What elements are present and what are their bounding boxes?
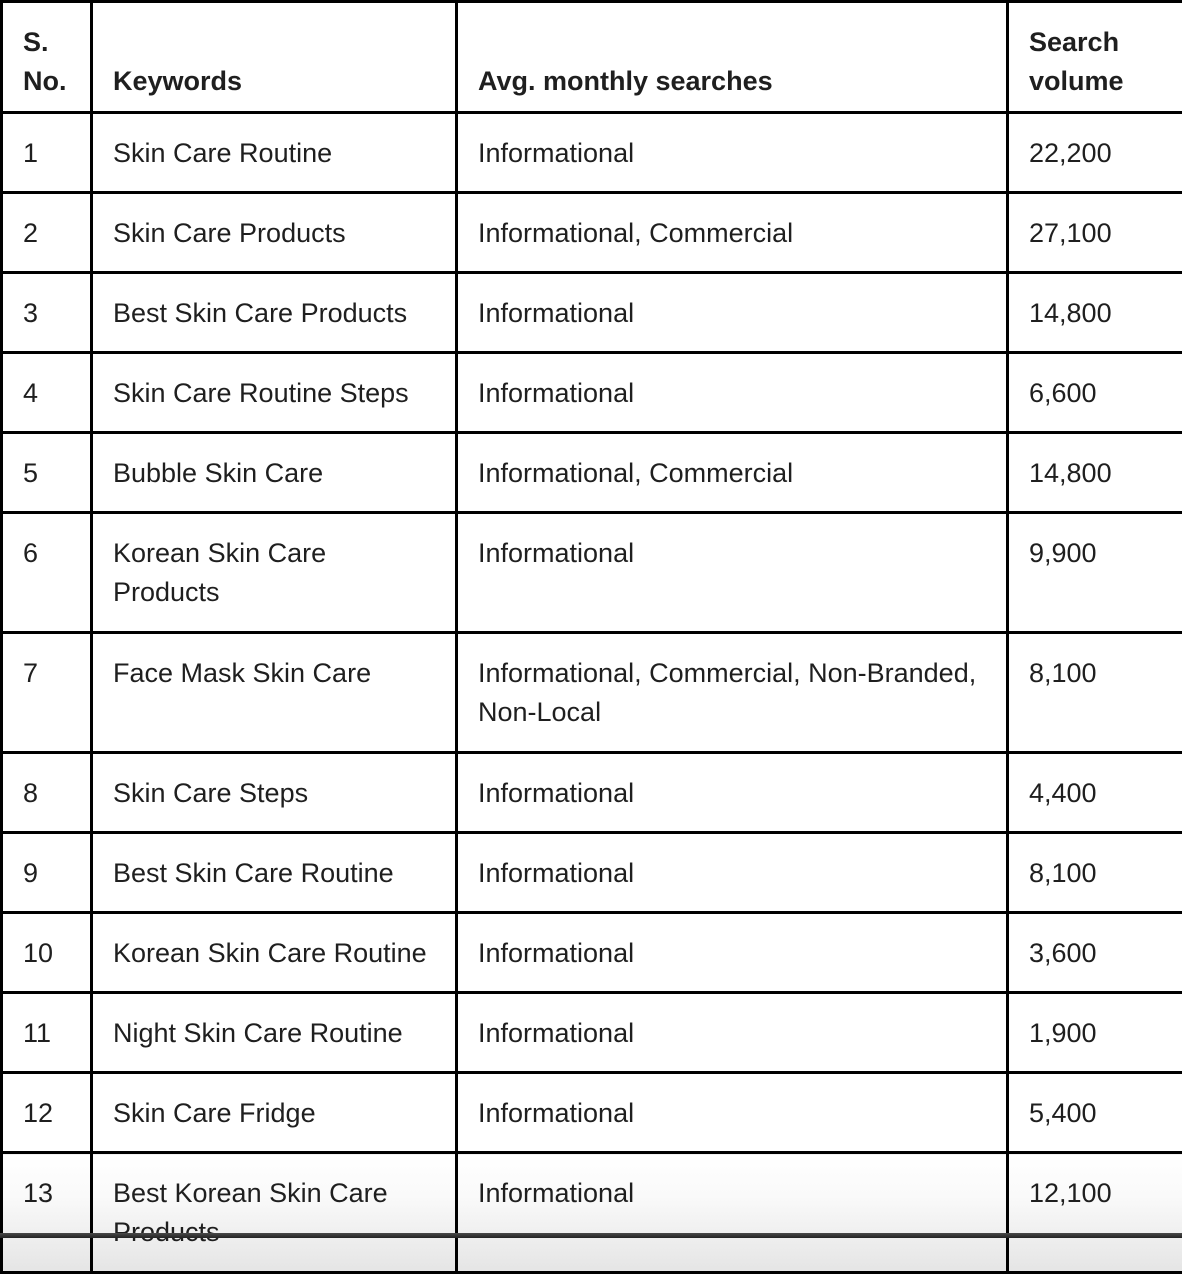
- page: { "colors": { "border": "#000000", "text…: [0, 0, 1182, 1238]
- cell-sno: 1: [2, 113, 92, 193]
- cell-volume: 3,600: [1008, 913, 1182, 993]
- cell-intent: Informational: [457, 513, 1008, 633]
- header-row: S. No. Keywords Avg. monthly searches Se…: [2, 2, 1182, 113]
- cell-intent: Informational, Commercial, Non-Branded, …: [457, 633, 1008, 753]
- cell-sno: 4: [2, 353, 92, 433]
- column-header-keywords: Keywords: [92, 2, 457, 113]
- cell-intent: Informational: [457, 1153, 1008, 1273]
- cell-keyword: Best Skin Care Routine: [92, 833, 457, 913]
- cell-intent: Informational, Commercial: [457, 433, 1008, 513]
- cell-volume: 12,100: [1008, 1153, 1182, 1273]
- cell-keyword: Best Skin Care Products: [92, 273, 457, 353]
- cell-intent: Informational: [457, 113, 1008, 193]
- cell-sno: 6: [2, 513, 92, 633]
- column-header-sno: S. No.: [2, 2, 92, 113]
- cell-sno: 11: [2, 993, 92, 1073]
- cell-keyword: Skin Care Routine: [92, 113, 457, 193]
- cell-volume: 4,400: [1008, 753, 1182, 833]
- table-row: 6 Korean Skin Care Products Informationa…: [2, 513, 1182, 633]
- cell-intent: Informational: [457, 993, 1008, 1073]
- cell-sno: 12: [2, 1073, 92, 1153]
- cell-keyword: Korean Skin Care Products: [92, 513, 457, 633]
- table-body: 1 Skin Care Routine Informational 22,200…: [2, 113, 1182, 1273]
- cell-keyword: Skin Care Routine Steps: [92, 353, 457, 433]
- cell-keyword: Face Mask Skin Care: [92, 633, 457, 753]
- cell-keyword: Skin Care Products: [92, 193, 457, 273]
- cell-keyword: Night Skin Care Routine: [92, 993, 457, 1073]
- cell-sno: 13: [2, 1153, 92, 1273]
- cell-keyword: Bubble Skin Care: [92, 433, 457, 513]
- table-header: S. No. Keywords Avg. monthly searches Se…: [2, 2, 1182, 113]
- bottom-edge-shadow: [0, 1233, 1182, 1238]
- table-row: 1 Skin Care Routine Informational 22,200: [2, 113, 1182, 193]
- table-row: 3 Best Skin Care Products Informational …: [2, 273, 1182, 353]
- cell-volume: 6,600: [1008, 353, 1182, 433]
- cell-volume: 1,900: [1008, 993, 1182, 1073]
- table-row: 13 Best Korean Skin Care Products Inform…: [2, 1153, 1182, 1273]
- table-row: 2 Skin Care Products Informational, Comm…: [2, 193, 1182, 273]
- table-row: 9 Best Skin Care Routine Informational 8…: [2, 833, 1182, 913]
- cell-intent: Informational: [457, 753, 1008, 833]
- cell-intent: Informational, Commercial: [457, 193, 1008, 273]
- cell-volume: 8,100: [1008, 633, 1182, 753]
- cell-volume: 27,100: [1008, 193, 1182, 273]
- table-row: 7 Face Mask Skin Care Informational, Com…: [2, 633, 1182, 753]
- cell-sno: 3: [2, 273, 92, 353]
- cell-keyword: Best Korean Skin Care Products: [92, 1153, 457, 1273]
- cell-sno: 5: [2, 433, 92, 513]
- cell-intent: Informational: [457, 833, 1008, 913]
- table-row: 11 Night Skin Care Routine Informational…: [2, 993, 1182, 1073]
- cell-sno: 2: [2, 193, 92, 273]
- cell-volume: 5,400: [1008, 1073, 1182, 1153]
- column-header-intent: Avg. monthly searches: [457, 2, 1008, 113]
- table-row: 8 Skin Care Steps Informational 4,400: [2, 753, 1182, 833]
- cell-intent: Informational: [457, 353, 1008, 433]
- cell-volume: 8,100: [1008, 833, 1182, 913]
- cell-keyword: Skin Care Fridge: [92, 1073, 457, 1153]
- cell-volume: 14,800: [1008, 273, 1182, 353]
- cell-sno: 7: [2, 633, 92, 753]
- cell-sno: 9: [2, 833, 92, 913]
- cell-intent: Informational: [457, 273, 1008, 353]
- cell-sno: 8: [2, 753, 92, 833]
- table-row: 12 Skin Care Fridge Informational 5,400: [2, 1073, 1182, 1153]
- cell-volume: 14,800: [1008, 433, 1182, 513]
- table-row: 5 Bubble Skin Care Informational, Commer…: [2, 433, 1182, 513]
- table-row: 10 Korean Skin Care Routine Informationa…: [2, 913, 1182, 993]
- table-row: 4 Skin Care Routine Steps Informational …: [2, 353, 1182, 433]
- cell-keyword: Skin Care Steps: [92, 753, 457, 833]
- cell-keyword: Korean Skin Care Routine: [92, 913, 457, 993]
- cell-intent: Informational: [457, 1073, 1008, 1153]
- cell-volume: 9,900: [1008, 513, 1182, 633]
- cell-intent: Informational: [457, 913, 1008, 993]
- column-header-volume: Search volume: [1008, 2, 1182, 113]
- cell-sno: 10: [2, 913, 92, 993]
- cell-volume: 22,200: [1008, 113, 1182, 193]
